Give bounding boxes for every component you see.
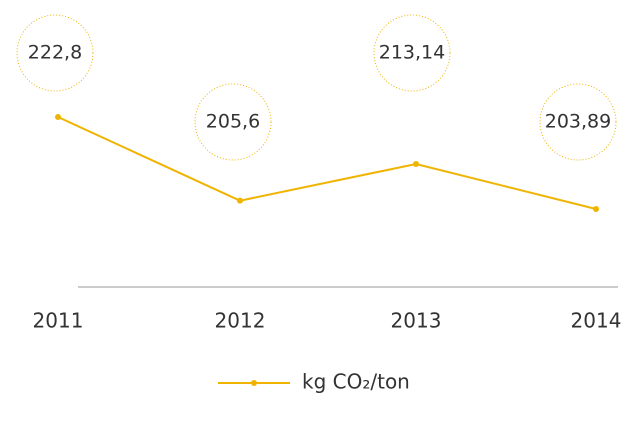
legend-label: kg CO₂/ton bbox=[302, 370, 410, 394]
data-label: 213,14 bbox=[379, 42, 445, 64]
data-label: 205,6 bbox=[206, 111, 260, 133]
x-tick-label: 2011 bbox=[33, 309, 84, 333]
x-tick-label: 2012 bbox=[215, 309, 266, 333]
data-point bbox=[413, 160, 419, 167]
label-ring bbox=[16, 14, 94, 92]
legend-dot bbox=[251, 380, 257, 386]
label-ring bbox=[194, 83, 272, 161]
label-ring bbox=[539, 83, 617, 161]
data-label: 203,89 bbox=[545, 111, 611, 133]
label-ring bbox=[373, 14, 451, 92]
data-line bbox=[57, 116, 597, 210]
x-tick-label: 2014 bbox=[571, 309, 622, 333]
data-point bbox=[55, 114, 61, 120]
data-point bbox=[237, 197, 243, 204]
x-tick-label: 2013 bbox=[391, 309, 442, 333]
data-point bbox=[593, 206, 599, 212]
data-label: 222,8 bbox=[28, 42, 82, 64]
